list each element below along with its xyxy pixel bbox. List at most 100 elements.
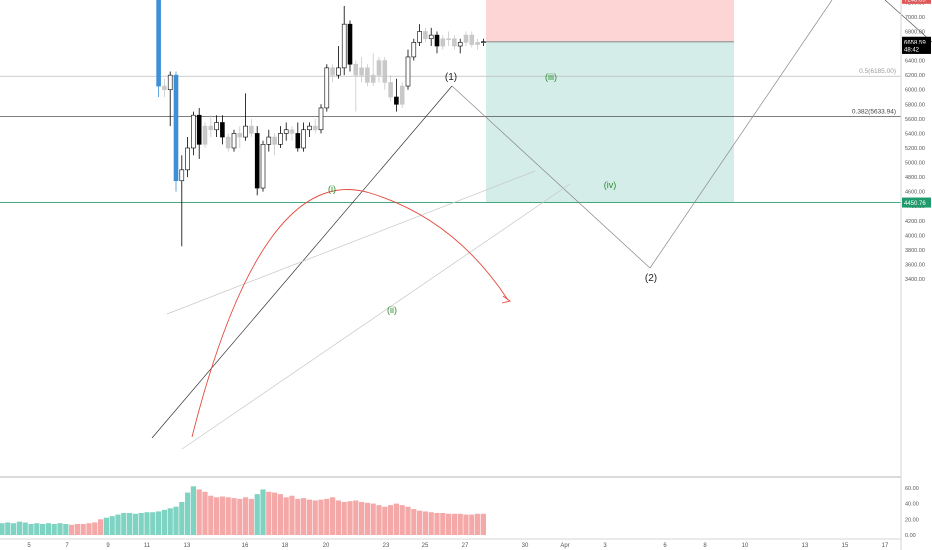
volume-bar: [312, 500, 318, 535]
candle-body: [475, 42, 480, 45]
arc-arrowhead: [501, 295, 512, 304]
time-axis[interactable]: 5 7 9 11 13 16 18 20 23 25 27 30 Apr 3 6 8 10 13 15 17: [27, 543, 889, 549]
candle-body: [231, 133, 237, 149]
time-tick-label: 3: [603, 543, 607, 549]
volume-bar: [45, 523, 51, 535]
volume-bar: [440, 513, 446, 535]
volume-bar: [219, 496, 225, 535]
candle-body: [289, 129, 295, 134]
candle-body: [272, 136, 277, 145]
volume-bar: [98, 519, 104, 535]
volume-bar: [167, 508, 173, 535]
price-tag-label: 4450.76: [904, 201, 926, 207]
volume-bar: [330, 497, 336, 535]
time-tick-label: 20: [323, 543, 330, 549]
price-tick-label: 3400.00: [905, 277, 925, 283]
volume-bar: [225, 497, 231, 535]
candle-body: [237, 133, 243, 138]
candle-body: [324, 67, 330, 109]
volume-bar: [92, 522, 98, 535]
volume-bar: [34, 523, 40, 535]
volume-bar: [161, 509, 167, 535]
time-tick-label: 30: [522, 543, 529, 549]
stop-loss-zone: [486, 0, 734, 42]
price-tag-badge: [902, 43, 931, 54]
volume-bar: [422, 511, 428, 535]
volume-bar: [231, 498, 237, 535]
candle-body: [469, 34, 475, 45]
volume-bar: [74, 524, 80, 535]
volume-bar: [341, 502, 347, 535]
price-tag-badge: [902, 36, 931, 47]
volume-bar: [22, 522, 28, 535]
profit-target-zone: [486, 41, 734, 203]
volume-bar: [248, 498, 254, 535]
candle-body: [167, 74, 173, 91]
channel-lower-line: [181, 183, 571, 450]
volume-bar: [335, 500, 341, 535]
impulse-line-to-wave-1: [151, 85, 453, 439]
time-tick-label: 18: [282, 543, 289, 549]
volume-bar: [86, 523, 92, 535]
volume-bar: [306, 499, 312, 535]
volume-tick-label: 20.00: [905, 517, 919, 523]
candle-body: [312, 125, 318, 131]
price-tick-label: 5200.00: [905, 146, 925, 152]
position-zones[interactable]: [486, 0, 734, 203]
candle-body: [225, 136, 231, 149]
candle-body: [417, 31, 422, 43]
price-tag-label: 7248.35: [904, 0, 926, 3]
volume-bar: [353, 500, 359, 535]
price-tick-label: 6200.00: [905, 73, 925, 79]
volume-bar: [214, 497, 220, 535]
candle-body: [434, 34, 440, 47]
time-tick-label: 23: [383, 543, 390, 549]
volume-bar: [243, 497, 249, 535]
volume-tick-label: 60.00: [905, 486, 919, 492]
volume-bar: [16, 521, 22, 535]
price-tag-badge: [902, 197, 931, 208]
volume-bar: [417, 510, 423, 535]
time-tick-label: 9: [106, 543, 110, 549]
price-tag-badge: [902, 0, 931, 4]
fib-level-label: 0.382(5633.94): [852, 108, 896, 115]
candle-body: [457, 42, 463, 47]
price-tick-label: 5000.00: [905, 161, 925, 167]
candle-body: [243, 125, 248, 138]
volume-bar: [11, 523, 17, 535]
candle-body: [382, 60, 388, 83]
fib-level-label: 0.5(6185.00): [859, 68, 896, 75]
candle-body: [428, 34, 434, 40]
volume-bar: [469, 514, 475, 535]
time-tick-label: 6: [663, 543, 667, 549]
candle-body: [214, 122, 219, 131]
candle-body: [481, 41, 486, 43]
price-tick-label: 3800.00: [905, 248, 925, 254]
candle-body: [365, 67, 370, 83]
wave-label: (iv): [604, 180, 617, 190]
candle-body: [463, 34, 469, 43]
time-tick-label: 13: [184, 543, 191, 549]
volume-bar: [411, 509, 417, 535]
volume-bar: [376, 505, 382, 535]
volume-bar: [254, 494, 260, 535]
elliott-wave-drawings[interactable]: [151, 0, 932, 450]
volume-bar: [295, 498, 301, 535]
volume-bar: [0, 523, 5, 535]
candle-body: [196, 114, 202, 145]
volume-bar: [446, 513, 452, 535]
volume-bar: [388, 505, 394, 535]
time-tick-label: 10: [742, 543, 749, 549]
candle-body: [254, 133, 260, 189]
volume-bar: [283, 497, 289, 535]
candle-body: [423, 31, 428, 40]
horizontal-levels[interactable]: 0.5(6185.00) 0.382(5633.94): [0, 0, 901, 203]
candle-body: [336, 67, 341, 76]
wave-label: (iii): [545, 72, 557, 82]
price-tick-label: 4000.00: [905, 233, 925, 239]
volume-bar: [190, 486, 196, 535]
candle-body: [318, 107, 324, 131]
